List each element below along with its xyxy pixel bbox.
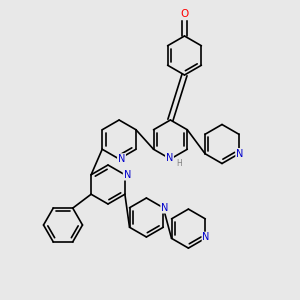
Text: H: H xyxy=(176,159,182,168)
Text: N: N xyxy=(236,149,244,159)
Text: N: N xyxy=(166,153,173,163)
Text: N: N xyxy=(202,232,210,242)
Text: N: N xyxy=(161,203,169,213)
Text: N: N xyxy=(124,170,131,180)
Text: O: O xyxy=(180,9,189,20)
Text: N: N xyxy=(118,154,125,164)
